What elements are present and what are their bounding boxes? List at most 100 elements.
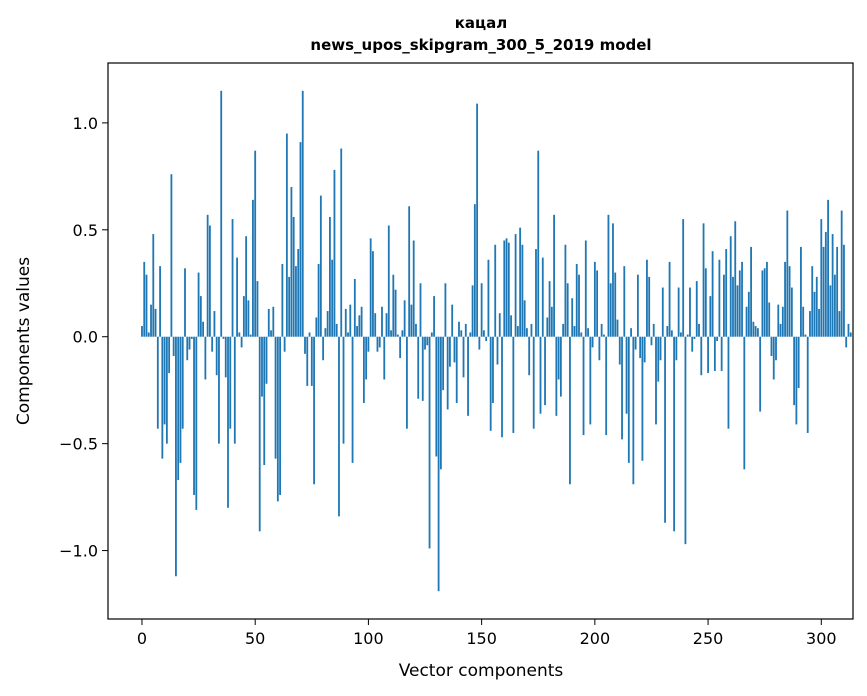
bar-component-8 (159, 266, 161, 337)
chart-title-line2: news_upos_skipgram_300_5_2019 model (310, 36, 651, 54)
bar-component-100 (367, 336, 370, 352)
x-axis-ticks: 0 50 100 150 200 250 300 (137, 619, 837, 648)
bar-component-63 (283, 336, 286, 352)
bar-component-94 (353, 278, 356, 337)
bar-component-280 (775, 336, 777, 361)
bar-component-178 (544, 336, 546, 406)
bar-component-303 (827, 199, 829, 337)
bar-component-7 (156, 336, 159, 429)
bar-component-182 (553, 214, 555, 337)
bar-component-105 (378, 336, 381, 348)
bar-component-17 (179, 336, 182, 463)
bar-component-175 (537, 150, 540, 337)
bar-component-109 (387, 225, 390, 337)
bar-component-26 (199, 296, 202, 337)
bar-component-55 (265, 336, 268, 384)
bar-component-56 (267, 308, 270, 337)
bar-component-23 (193, 336, 195, 495)
bar-component-108 (385, 313, 388, 337)
bar-component-302 (824, 231, 827, 337)
bar-component-60 (276, 336, 279, 502)
bar-component-95 (356, 326, 358, 337)
bar-component-215 (627, 336, 630, 463)
bar-component-238 (680, 332, 682, 337)
bar-component-85 (333, 169, 336, 337)
bar-component-191 (573, 326, 576, 337)
bar-component-47 (247, 300, 250, 337)
bar-component-117 (406, 336, 408, 429)
bar-component-86 (335, 323, 338, 337)
bar-component-258 (725, 249, 728, 337)
bar-component-50 (254, 150, 257, 337)
bar-component-16 (177, 336, 180, 480)
bar-component-140 (458, 321, 460, 337)
bar-component-196 (584, 240, 587, 337)
bar-component-229 (659, 336, 662, 361)
bar-component-9 (161, 336, 164, 459)
bar-component-213 (623, 266, 626, 337)
bar-component-250 (707, 336, 709, 374)
bar-component-211 (618, 336, 621, 365)
bar-component-291 (800, 246, 802, 337)
bar-component-255 (718, 259, 721, 337)
bars-group (141, 90, 852, 592)
bar-component-129 (433, 296, 435, 337)
bar-component-35 (220, 90, 223, 337)
bar-component-306 (833, 274, 836, 337)
bar-component-286 (788, 266, 791, 337)
bar-component-132 (439, 336, 442, 470)
bar-component-193 (578, 274, 580, 337)
bar-component-225 (650, 336, 653, 346)
bar-component-120 (412, 240, 415, 337)
bar-component-220 (639, 336, 642, 359)
bar-component-4 (150, 304, 152, 337)
bar-component-22 (190, 336, 193, 339)
bar-component-224 (648, 276, 651, 337)
bar-component-92 (349, 304, 352, 337)
bar-component-144 (467, 336, 469, 416)
bar-component-202 (598, 336, 601, 361)
bar-component-230 (661, 287, 664, 337)
x-tick-label-50: 50 (245, 629, 265, 648)
bar-component-269 (750, 246, 752, 337)
x-axis-label: Vector components (399, 661, 564, 681)
bar-component-102 (372, 251, 374, 337)
bar-component-101 (369, 238, 372, 337)
bar-component-84 (331, 259, 334, 337)
bar-component-209 (614, 272, 617, 337)
bar-component-89 (342, 336, 345, 444)
bar-component-287 (790, 287, 793, 337)
bar-component-75 (310, 336, 313, 386)
bar-component-64 (285, 133, 288, 337)
bar-component-264 (738, 270, 741, 337)
bar-component-198 (589, 336, 592, 425)
bar-component-176 (539, 336, 542, 414)
bar-component-118 (408, 206, 411, 337)
bar-component-51 (256, 281, 259, 337)
bar-component-128 (430, 332, 433, 337)
bar-component-151 (482, 330, 485, 337)
bar-component-240 (684, 336, 687, 545)
bar-component-3 (147, 332, 150, 337)
bar-component-214 (625, 336, 628, 414)
bar-component-181 (550, 306, 553, 337)
bar-component-65 (288, 276, 291, 337)
bar-component-246 (698, 323, 700, 337)
bar-component-239 (682, 219, 685, 337)
bar-component-34 (218, 336, 220, 444)
bar-component-12 (168, 336, 171, 374)
bar-component-112 (394, 289, 397, 337)
bar-component-30 (208, 225, 211, 337)
bar-component-88 (340, 148, 343, 337)
x-tick-label-0: 0 (137, 629, 147, 648)
bar-component-276 (766, 261, 768, 337)
y-tick-label-3: 0.5 (73, 221, 98, 240)
bar-component-251 (709, 296, 712, 337)
bar-component-123 (419, 283, 422, 337)
bar-component-116 (403, 300, 406, 337)
bar-component-210 (616, 319, 619, 337)
bar-component-18 (181, 336, 184, 429)
bar-component-131 (437, 336, 440, 592)
bar-component-135 (446, 336, 449, 410)
bar-component-10 (163, 336, 166, 425)
